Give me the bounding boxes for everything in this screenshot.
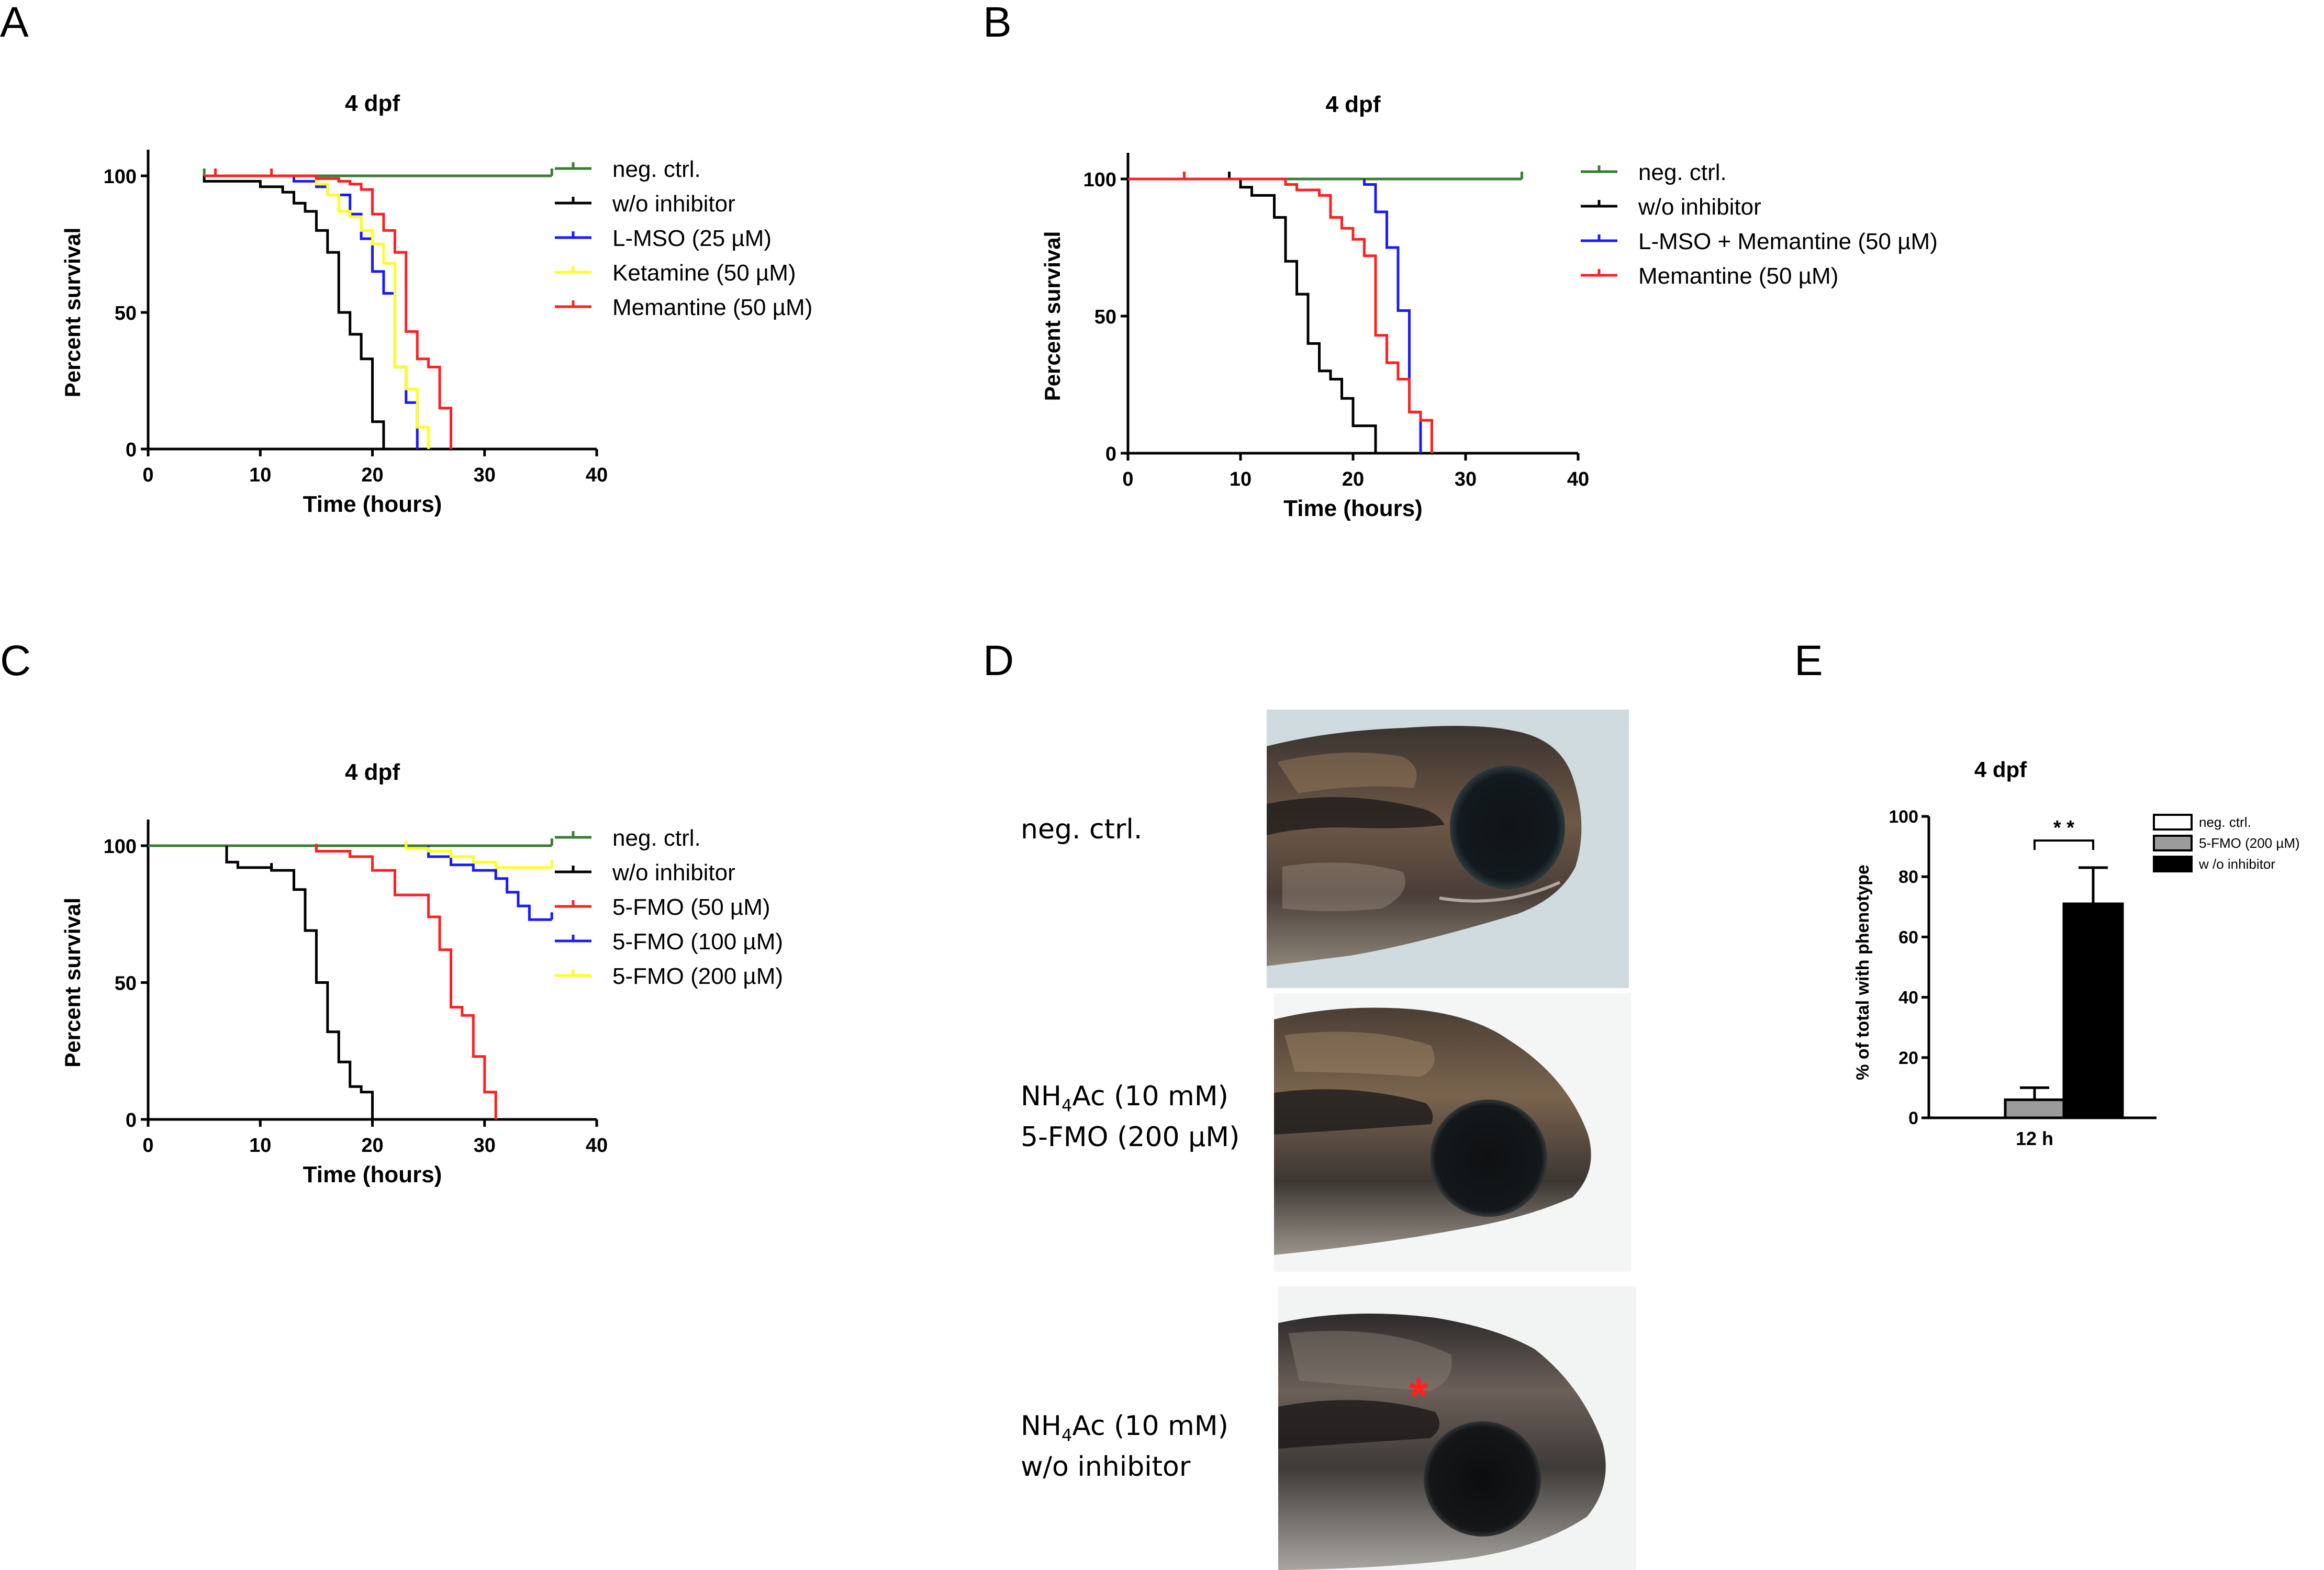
y-axis-title: Percent survival (60, 898, 85, 1068)
photo-label-line: w/o inhibitor (1021, 1451, 1191, 1483)
series-line (405, 846, 552, 869)
photo-label-line: neg. ctrl. (1021, 814, 1143, 845)
chart-title: 4 dpf (345, 759, 400, 785)
photo-label-line: 5-FMO (200 µM) (1021, 1121, 1240, 1153)
x-axis-title: Time (hours) (1283, 496, 1423, 521)
chart-title: 4 dpf (345, 91, 400, 116)
x-tick-label: 30 (1455, 468, 1477, 490)
legend-label: L-MSO (25 µM) (612, 226, 772, 251)
series-line (1128, 177, 1377, 453)
legend: neg. ctrl. w/o inhibitor L-MSO + Memantine… (1581, 160, 1938, 289)
y-tick-label: 100 (1889, 807, 1918, 827)
series-line (427, 846, 552, 921)
y-tick-label: 0 (1105, 443, 1116, 465)
legend-label: Ketamine (50 µM) (612, 260, 796, 286)
legend-label: L-MSO + Memantine (50 µM) (1638, 229, 1938, 254)
y-tick-label: 50 (1094, 306, 1116, 328)
chart-title: 4 dpf (1325, 92, 1380, 117)
legend-label: w/o inhibitor (1638, 194, 1761, 220)
photo-label-line: NH4Ac (10 mM) (1021, 1081, 1228, 1116)
legend-label: w/o inhibitor (612, 191, 735, 217)
x-tick-label: 0 (142, 1135, 153, 1157)
legend-label: neg. ctrl. (2199, 814, 2251, 830)
x-axis-title: Time (hours) (303, 491, 442, 517)
significance-bracket (2034, 839, 2094, 850)
bar (2004, 1098, 2065, 1119)
larva-photo-neg-ctrl (1267, 710, 1629, 988)
series-line (203, 176, 385, 449)
y-tick-label: 50 (115, 973, 137, 995)
legend-label: neg. ctrl. (612, 825, 701, 851)
legend-label: neg. ctrl. (612, 156, 701, 182)
x-axis-title: Time (hours) (303, 1162, 442, 1187)
legend-label: Memantine (50 µM) (1638, 263, 1838, 289)
x-tick-label: 0 (1122, 468, 1133, 490)
x-tick-label: 30 (474, 464, 496, 486)
x-tick-label: 40 (1567, 468, 1589, 490)
legend-label: w /o inhibitor (2198, 856, 2275, 872)
larva-photo-fmo (1274, 993, 1631, 1272)
legend: neg. ctrl. w/o inhibitor 5-FMO (50 µM) 5-FM… (555, 825, 783, 989)
series-line (225, 846, 374, 1119)
legend-label: 5-FMO (200 µM) (2199, 835, 2300, 851)
y-tick-label: 80 (1898, 867, 1918, 887)
x-tick-label: 0 (142, 464, 153, 486)
x-tick-label: 20 (361, 1135, 383, 1157)
significance-label: * * (2053, 817, 2074, 839)
legend-label: neg. ctrl. (1638, 160, 1727, 185)
x-tick-label: 40 (586, 1135, 608, 1157)
y-tick-label: 0 (126, 1109, 137, 1131)
x-tick-label: 10 (249, 1135, 271, 1157)
y-tick-label: 0 (126, 439, 137, 461)
panel-letter-a: A (0, 0, 29, 46)
series-line (204, 174, 430, 449)
y-tick-label: 50 (115, 302, 137, 324)
y-axis-title: Percent survival (1040, 231, 1065, 401)
x-tick-label: 40 (586, 464, 608, 486)
legend-swatch (2153, 856, 2193, 872)
x-tick-label: 20 (1342, 468, 1364, 490)
series-line (315, 846, 497, 1119)
y-axis-title: % of total with phenotype (1853, 865, 1873, 1080)
panel-letter-c: C (0, 637, 31, 685)
legend-label: Memantine (50 µM) (612, 295, 812, 320)
panel-letter-b: B (983, 0, 1012, 46)
panel-letter-d: D (983, 637, 1014, 685)
y-tick-label: 60 (1898, 927, 1918, 947)
legend-label: 5-FMO (50 µM) (612, 894, 770, 920)
y-tick-label: 100 (1083, 169, 1116, 191)
y-tick-label: 100 (104, 836, 137, 858)
legend-label: 5-FMO (200 µM) (612, 963, 783, 989)
bar (2062, 902, 2124, 1119)
x-tick-label: 12 h (2016, 1128, 2053, 1149)
legend-swatch (2153, 814, 2193, 831)
damage-asterisk: * (1409, 1368, 1428, 1424)
series-line (204, 174, 452, 449)
y-tick-label: 40 (1898, 988, 1918, 1008)
y-axis-title: Percent survival (60, 228, 85, 398)
photo-label-fmo: NH4Ac (10 mM) 5-FMO (200 µM) (1021, 1077, 1239, 1157)
y-tick-label: 20 (1898, 1048, 1918, 1068)
x-tick-label: 20 (361, 464, 383, 486)
legend-swatch (2153, 835, 2193, 851)
series-line (1128, 177, 1433, 453)
legend: neg. ctrl. w/o inhibitor L-MSO (25 µM) Keta… (555, 156, 812, 320)
x-tick-label: 10 (1230, 468, 1252, 490)
x-tick-label: 10 (249, 464, 271, 486)
larva-photo-wo-inhibitor: * (1278, 1286, 1636, 1570)
y-tick-label: 0 (1908, 1108, 1918, 1128)
chart-title: 4 dpf (1974, 757, 2027, 782)
photo-label-wo-inhibitor: NH4Ac (10 mM) w/o inhibitor (1021, 1407, 1228, 1487)
legend-label: w/o inhibitor (612, 860, 735, 885)
x-tick-label: 30 (474, 1135, 496, 1157)
photo-label-line: NH4Ac (10 mM) (1021, 1410, 1228, 1445)
panel-letter-e: E (1794, 637, 1823, 685)
y-tick-label: 100 (104, 166, 137, 188)
photo-label-neg-ctrl: neg. ctrl. (1021, 810, 1142, 849)
legend-label: 5-FMO (100 µM) (612, 929, 783, 955)
